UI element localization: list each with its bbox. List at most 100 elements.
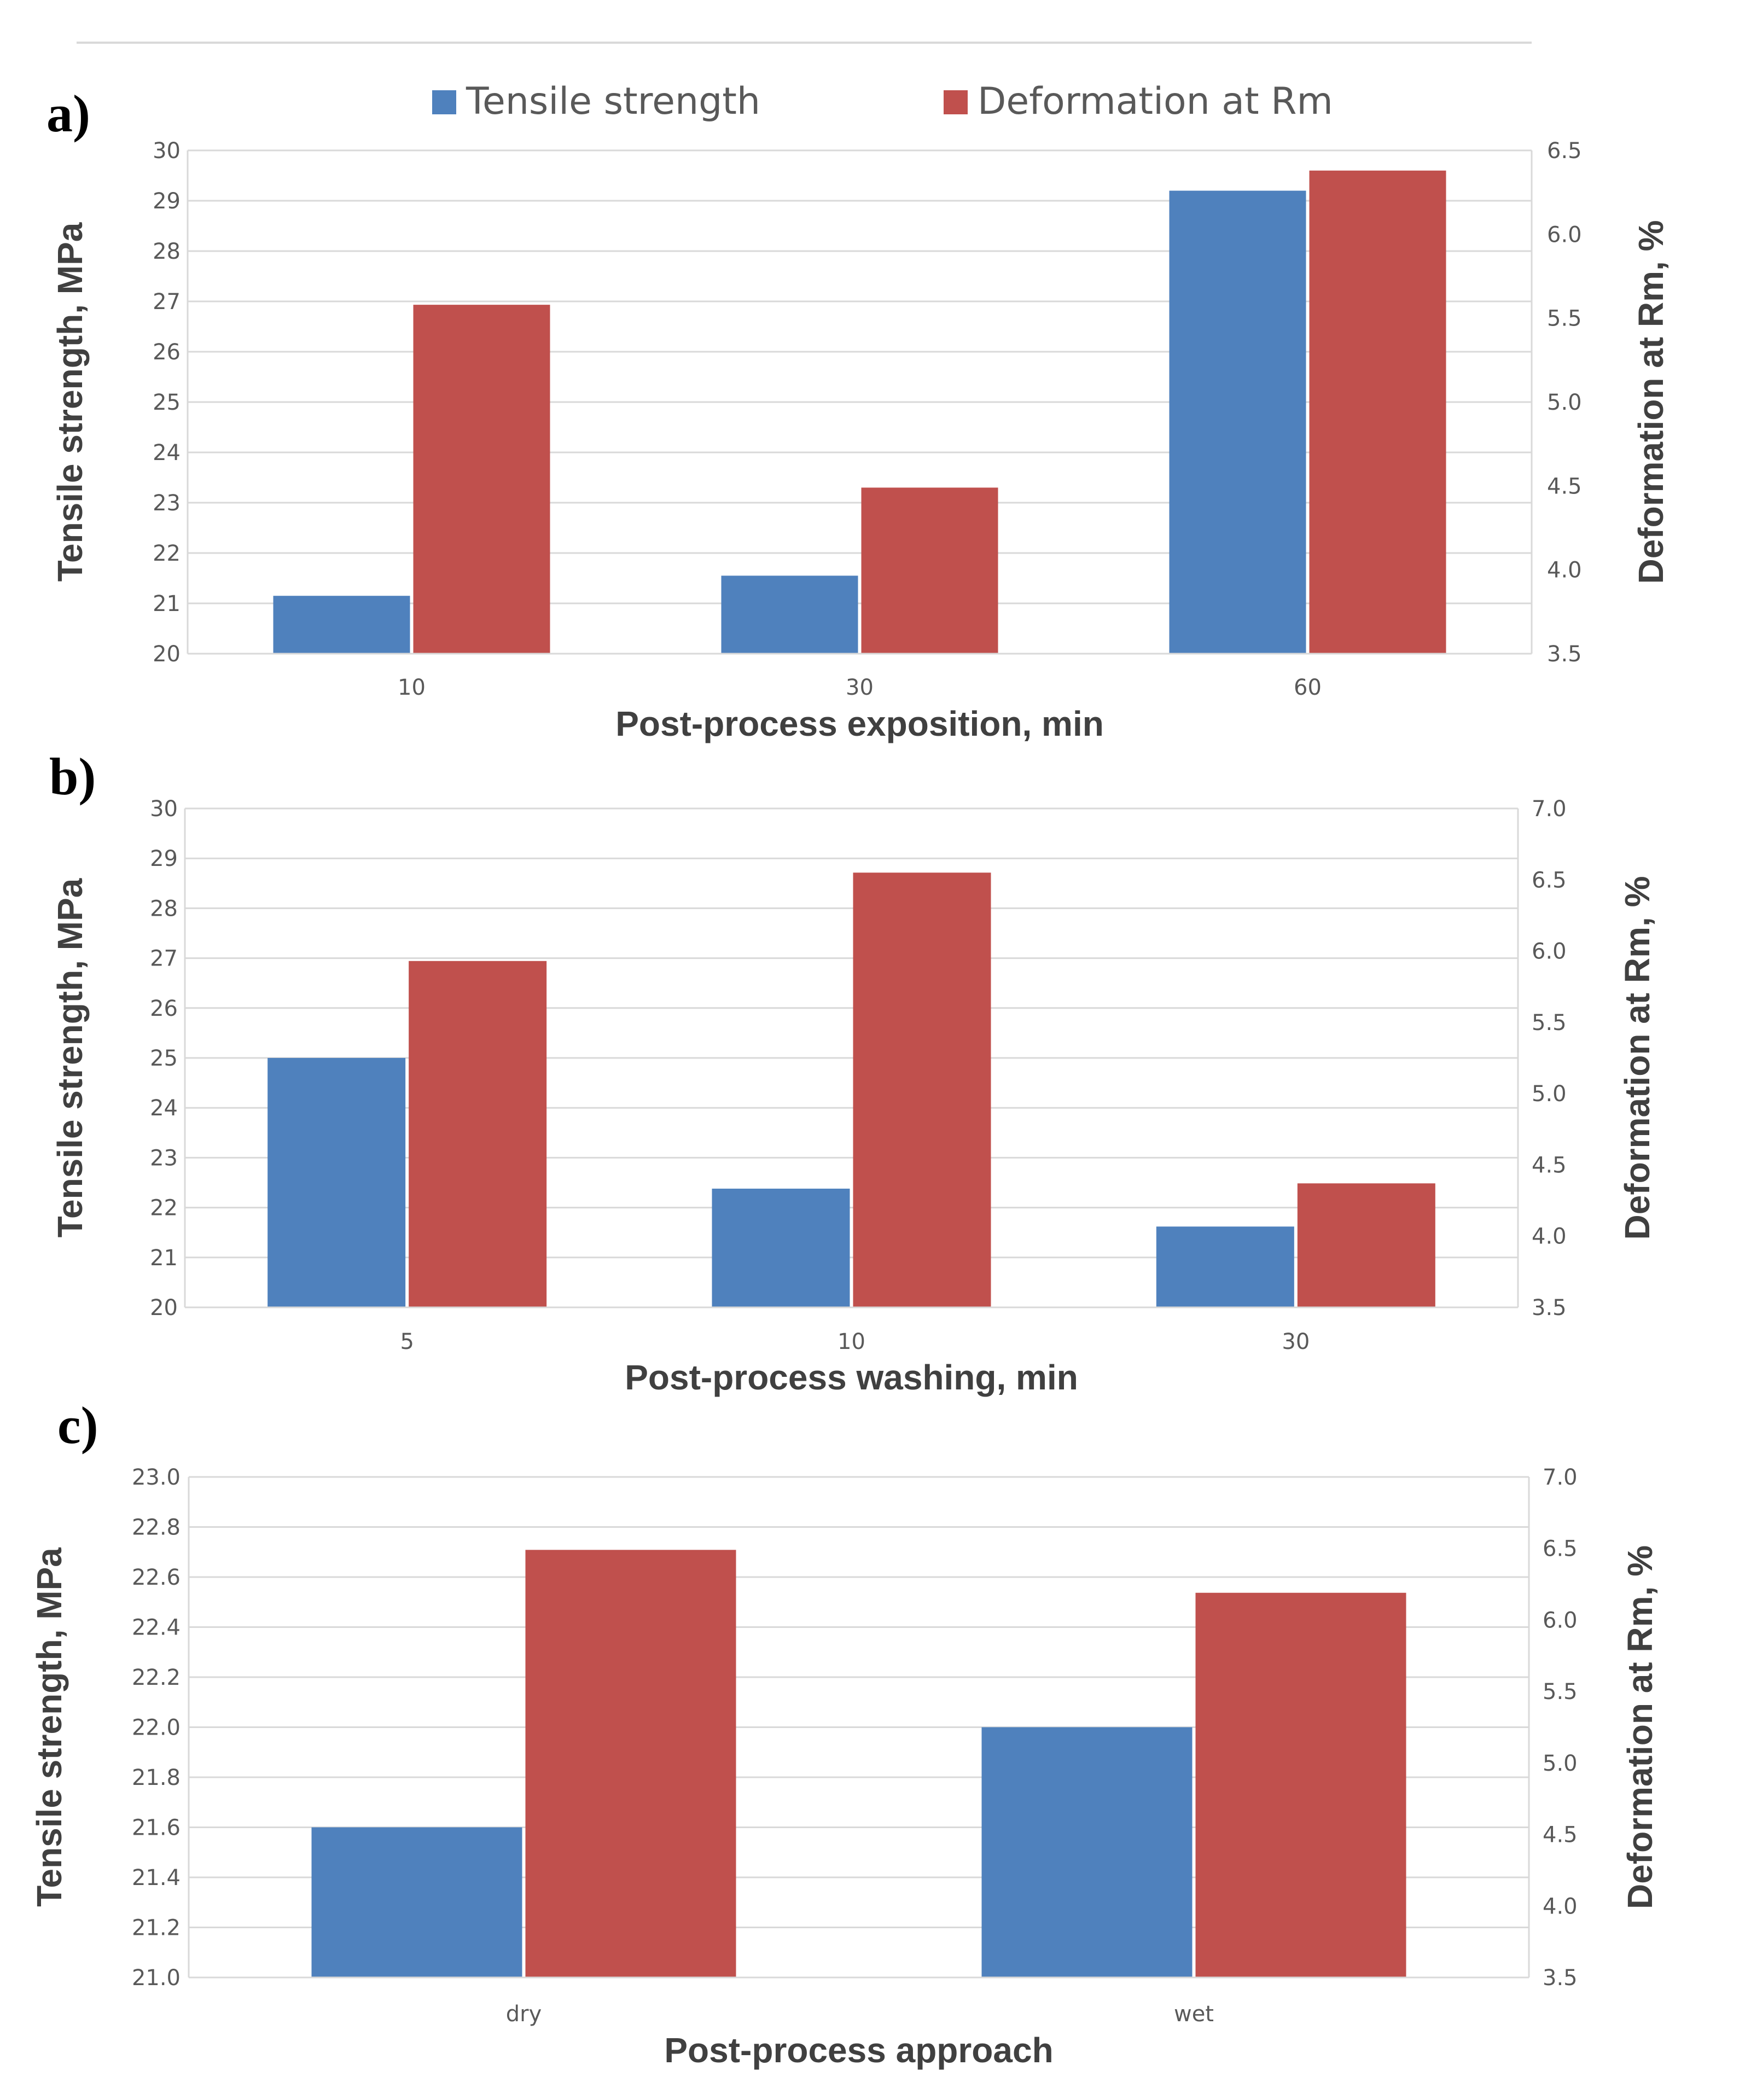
- y-tick-label: 27: [150, 946, 178, 972]
- y-tick-label: 26: [153, 340, 181, 365]
- y-tick-label: 21.2: [132, 1916, 181, 1941]
- y-axis-title: Tensile strength, MPa: [50, 222, 90, 581]
- y-tick-label: 23: [150, 1145, 178, 1171]
- y-tick-label: 21.6: [132, 1816, 181, 1841]
- legend-swatch-tensile: [432, 90, 456, 114]
- bar-tensile-strength: [311, 1827, 522, 1977]
- legend-label-deformation: Deformation at Rm: [978, 80, 1333, 123]
- y2-tick-label: 5.0: [1547, 390, 1582, 415]
- panel-label: c): [57, 1396, 98, 1455]
- y-tick-label: 25: [153, 390, 181, 415]
- y2-tick-label: 5.0: [1532, 1081, 1567, 1107]
- bar-deformation: [1195, 1592, 1406, 1977]
- bar-deformation: [525, 1550, 736, 1977]
- panel-b: b) 20 21 22 23 24 25 26 27 28 29 30 3.5 4.0 4.5 5.0 5.5 6…: [49, 747, 1657, 1397]
- panel-a: a) 20 21 22 23 24 25 26 27 28 29 30 3.5 4.0 4.5 5.0 5.5 6…: [46, 84, 1671, 743]
- y-tick-label: 22: [150, 1196, 178, 1221]
- y2-tick-label: 3.5: [1547, 642, 1582, 667]
- y-tick-label: 22.0: [132, 1715, 181, 1741]
- y-tick-label: 20: [150, 1295, 178, 1321]
- bar-deformation: [413, 305, 550, 654]
- legend: Tensile strength Deformation at Rm: [432, 80, 1333, 123]
- bar-tensile-strength: [267, 1058, 406, 1307]
- x-axis-title: Post-process exposition, min: [615, 704, 1104, 743]
- legend-swatch-deformation: [944, 90, 968, 114]
- y-tick-label: 24: [153, 440, 181, 466]
- y2-tick-label: 7.0: [1543, 1465, 1578, 1490]
- bar-tensile-strength: [981, 1727, 1193, 1977]
- y2-axis-title: Deformation at Rm, %: [1631, 220, 1671, 584]
- y2-tick-label: 5.5: [1532, 1010, 1567, 1036]
- y-tick-label: 29: [153, 189, 181, 214]
- y-axis-title: Tensile strength, MPa: [50, 878, 90, 1237]
- y-tick-label: 21.0: [132, 1965, 181, 1991]
- y2-tick-label: 4.5: [1543, 1823, 1578, 1848]
- y2-tick-label: 3.5: [1543, 1965, 1578, 1991]
- x-tick-label: 30: [846, 675, 874, 700]
- bar-deformation: [409, 961, 547, 1307]
- bar-tensile-strength: [273, 596, 410, 654]
- bar-deformation: [853, 872, 991, 1307]
- y2-tick-label: 6.0: [1532, 939, 1567, 964]
- y2-axis-title: Deformation at Rm, %: [1620, 1545, 1660, 1909]
- y-tick-label: 23: [153, 491, 181, 516]
- y2-tick-label: 7.0: [1532, 796, 1567, 822]
- y-tick-label: 22.8: [132, 1515, 181, 1540]
- y2-tick-label: 6.5: [1543, 1537, 1578, 1562]
- bar-deformation: [861, 487, 998, 654]
- y-tick-label: 30: [153, 138, 181, 164]
- bar-tensile-strength: [1169, 190, 1306, 654]
- y2-axis-title: Deformation at Rm, %: [1618, 876, 1657, 1240]
- y2-tick-label: 4.0: [1543, 1894, 1578, 1919]
- y-tick-label: 21.8: [132, 1765, 181, 1790]
- bar-tensile-strength: [712, 1188, 850, 1307]
- y-tick-label: 26: [150, 996, 178, 1021]
- x-tick-label: 30: [1282, 1329, 1310, 1354]
- y2-tick-label: 6.0: [1547, 222, 1582, 247]
- panel-label: a): [46, 84, 90, 143]
- y-tick-label: 22.4: [132, 1615, 181, 1641]
- panel-c: c) 21.0 21.2 21.4 21.6 21.8 22.0 22.2 22.4 22.6 22…: [30, 1396, 1660, 2070]
- y2-tick-label: 6.5: [1532, 868, 1567, 893]
- y-tick-label: 20: [153, 642, 181, 667]
- y-axis-title: Tensile strength, MPa: [30, 1548, 69, 1907]
- bar-deformation: [1297, 1183, 1435, 1307]
- x-tick-label: 10: [837, 1329, 865, 1354]
- x-tick-label: 10: [398, 675, 426, 700]
- y-tick-label: 22: [153, 541, 181, 566]
- y-tick-label: 29: [150, 846, 178, 871]
- x-tick-label: wet: [1174, 2002, 1214, 2027]
- y2-tick-label: 5.0: [1543, 1751, 1578, 1776]
- x-tick-label: dry: [506, 2002, 542, 2027]
- y-tick-label: 24: [150, 1096, 178, 1121]
- panel-label: b): [49, 747, 96, 806]
- y-tick-label: 21: [150, 1246, 178, 1271]
- bar-tensile-strength: [1156, 1226, 1294, 1307]
- x-axis-title: Post-process approach: [664, 2031, 1053, 2070]
- legend-label-tensile: Tensile strength: [466, 80, 760, 123]
- y2-tick-label: 4.5: [1547, 474, 1582, 499]
- y2-tick-label: 6.5: [1547, 138, 1582, 164]
- bar-tensile-strength: [721, 575, 858, 654]
- y2-tick-label: 5.5: [1543, 1679, 1578, 1705]
- y-tick-label: 30: [150, 796, 178, 822]
- y2-tick-label: 4.0: [1547, 558, 1582, 583]
- y-tick-label: 28: [153, 239, 181, 264]
- y-tick-label: 22.2: [132, 1665, 181, 1690]
- bar-deformation: [1309, 170, 1446, 654]
- y-tick-label: 28: [150, 896, 178, 921]
- x-axis-title: Post-process washing, min: [625, 1358, 1078, 1397]
- y-tick-label: 27: [153, 289, 181, 315]
- y-tick-label: 23.0: [132, 1465, 181, 1490]
- y-tick-label: 22.6: [132, 1565, 181, 1590]
- y2-tick-label: 4.0: [1532, 1224, 1567, 1249]
- y2-tick-label: 6.0: [1543, 1608, 1578, 1633]
- x-tick-label: 60: [1294, 675, 1322, 700]
- x-tick-label: 5: [400, 1329, 414, 1354]
- y-tick-label: 21.4: [132, 1865, 181, 1890]
- y-tick-label: 25: [150, 1046, 178, 1071]
- y2-tick-label: 4.5: [1532, 1153, 1567, 1178]
- y2-tick-label: 3.5: [1532, 1295, 1567, 1321]
- y2-tick-label: 5.5: [1547, 306, 1582, 331]
